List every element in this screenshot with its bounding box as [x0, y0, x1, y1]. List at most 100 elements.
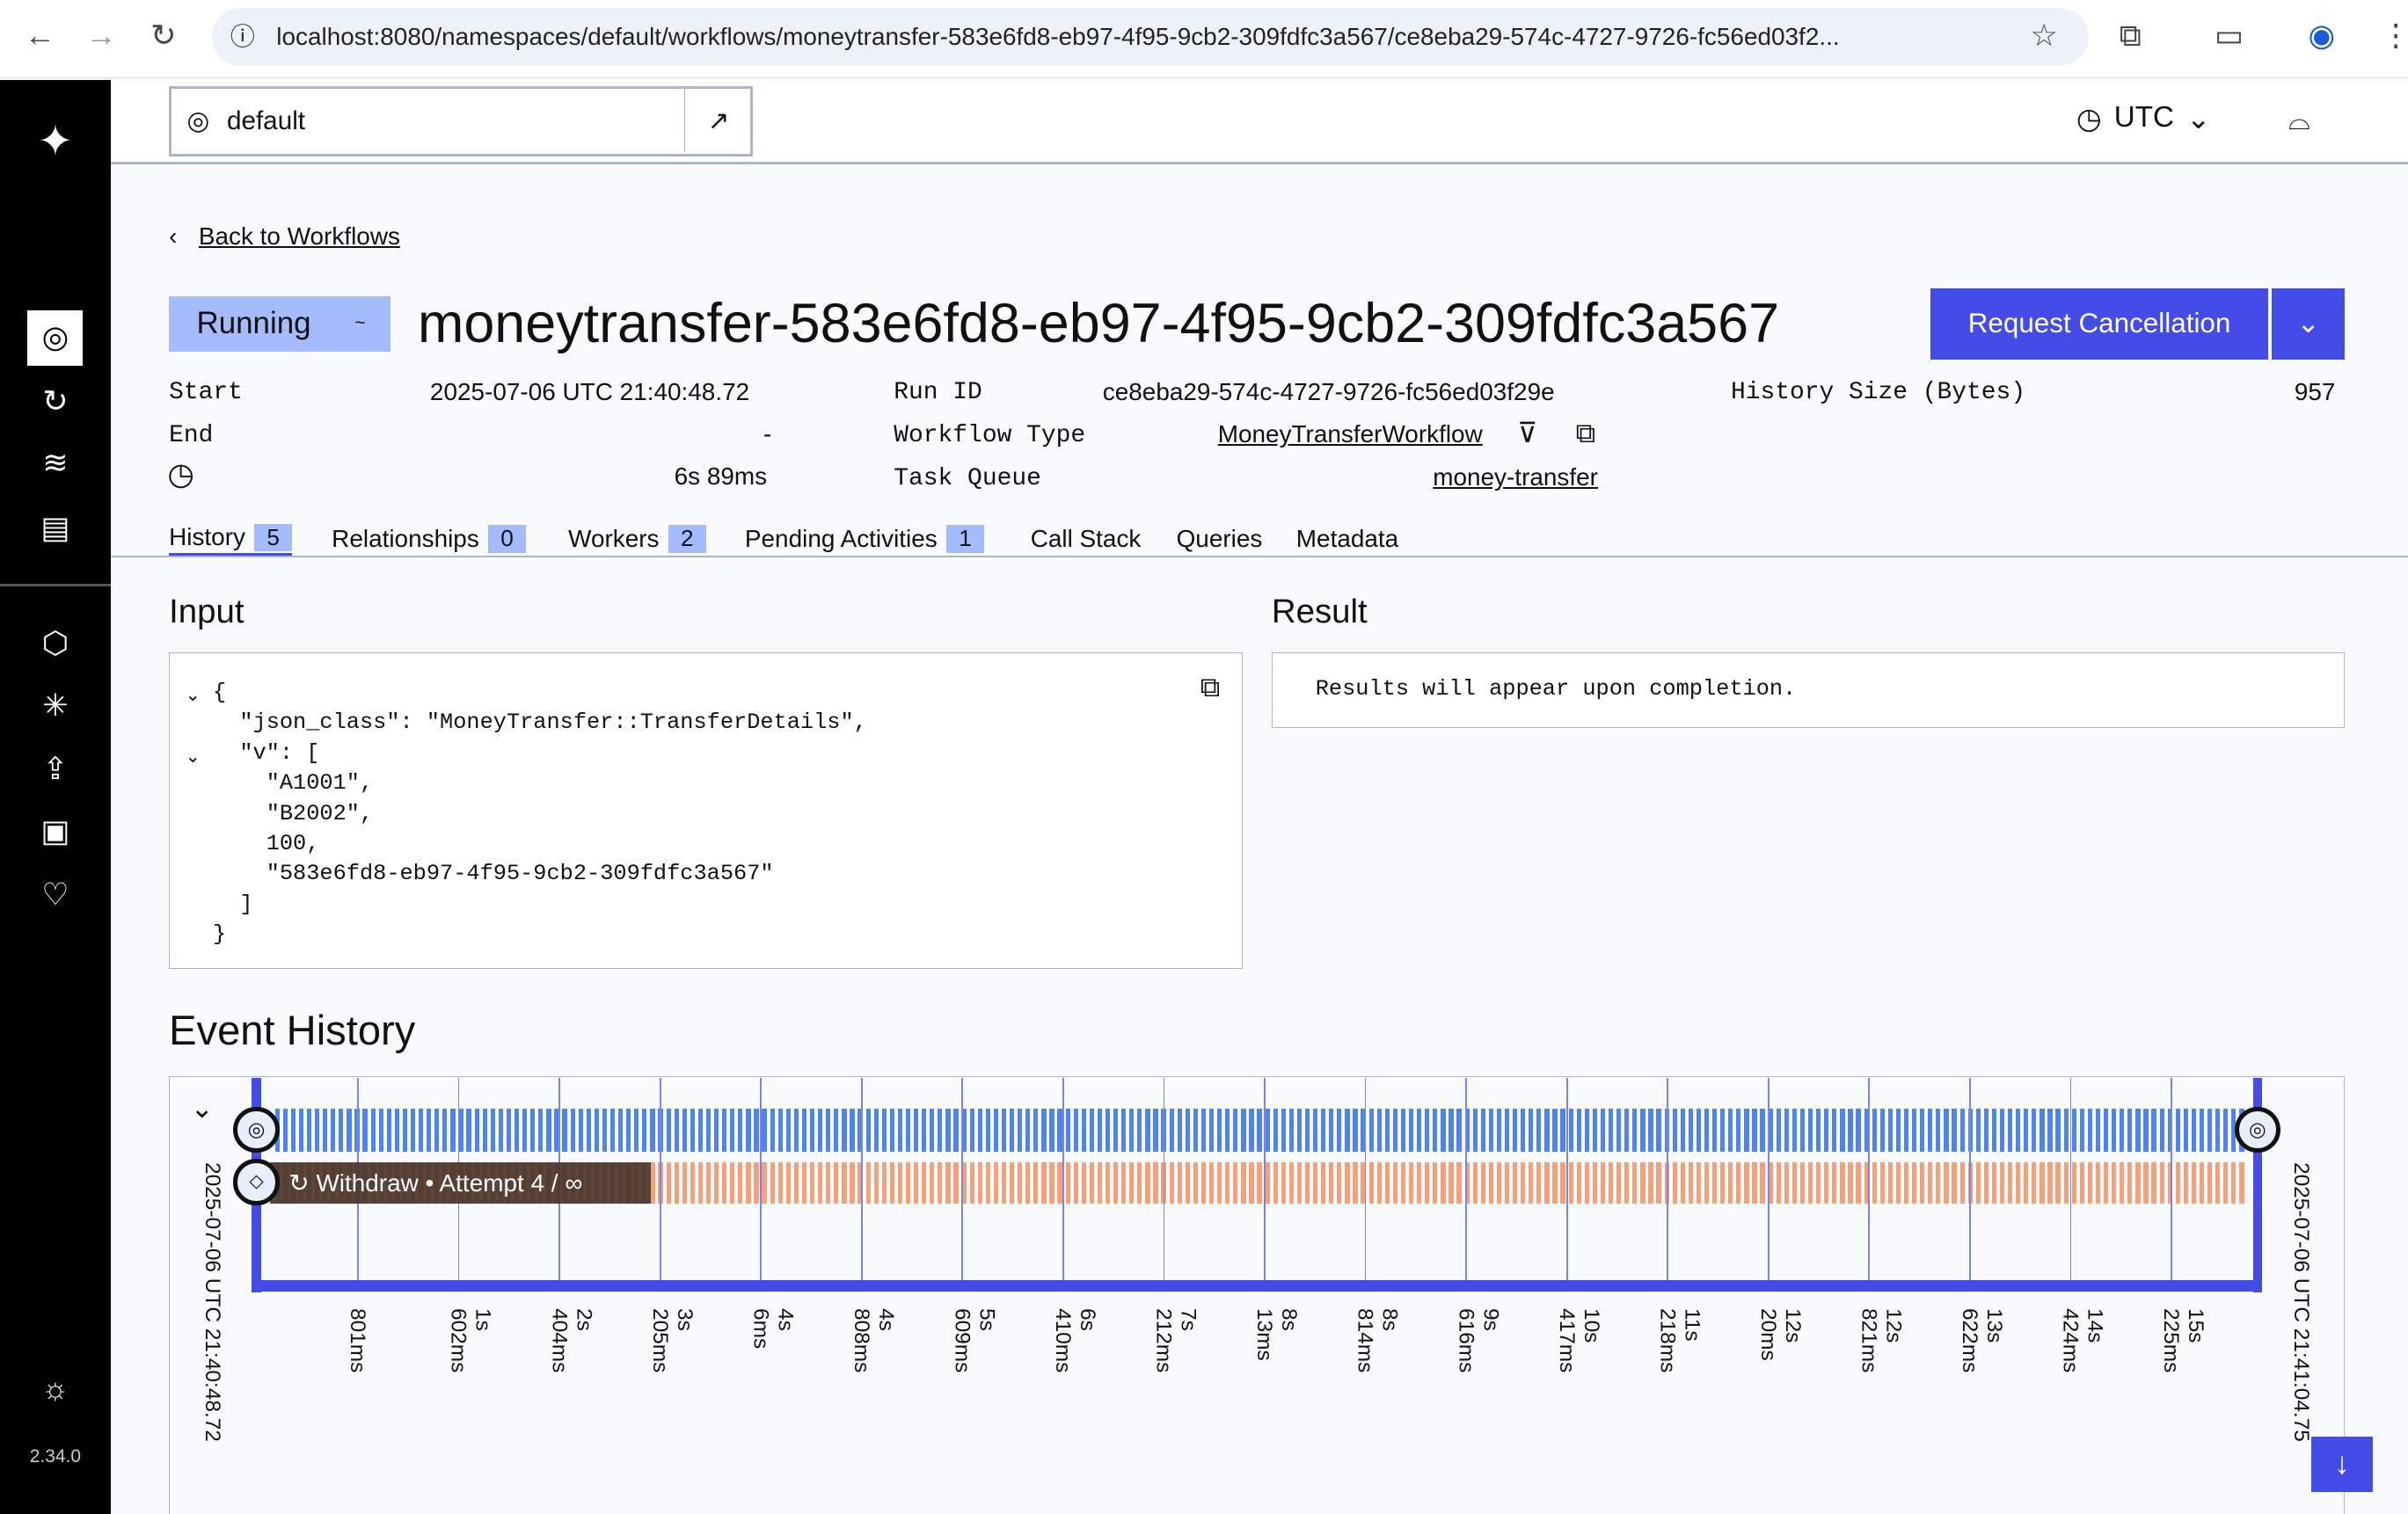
json-line: "B2002",: [212, 800, 374, 826]
collapse-object-icon[interactable]: ⌄: [185, 685, 201, 706]
extensions-icon[interactable]: ⧉: [2119, 18, 2142, 53]
collapse-timeline-icon[interactable]: ⌄: [190, 1093, 214, 1125]
workflow-bar-stripe: [1208, 1108, 1215, 1152]
activity-marker-icon[interactable]: ◇: [233, 1159, 280, 1205]
tab-search-icon[interactable]: ▭: [2215, 18, 2244, 53]
workflow-end-marker-icon[interactable]: ◎: [2234, 1107, 2281, 1154]
activity-bar-stripe: [1584, 1161, 1589, 1204]
reader-icon[interactable]: ⌓: [2288, 104, 2310, 135]
archive-icon[interactable]: ▤: [40, 510, 70, 545]
tab-workers[interactable]: Workers 2: [568, 522, 706, 556]
activity-bar-stripe: [1105, 1161, 1111, 1204]
activity-bar-stripe: [857, 1161, 863, 1204]
workflow-bar-stripe: [1177, 1108, 1182, 1152]
activity-bar-stripe: [762, 1161, 767, 1204]
reload-icon[interactable]: ↻: [150, 18, 177, 53]
namespaces-icon[interactable]: ⬡: [41, 625, 69, 660]
theme-icon[interactable]: ☼: [40, 1372, 69, 1407]
activity-bar-stripe: [1807, 1161, 1813, 1204]
tab-queries[interactable]: Queries: [1177, 522, 1263, 556]
temporal-logo-icon[interactable]: ✦: [37, 118, 74, 166]
workflow-bar-stripe: [1081, 1108, 1086, 1152]
import-icon[interactable]: ⇪: [42, 751, 69, 786]
heart-icon[interactable]: ♡: [41, 877, 69, 913]
activity-bar-stripe: [1480, 1161, 1485, 1204]
workflow-bar-stripe: [2215, 1108, 2221, 1152]
tab-pending-activities[interactable]: Pending Activities 1: [745, 522, 984, 556]
timeline-tick-label: 12s 20ms: [1755, 1307, 1805, 1361]
bookmark-star-icon[interactable]: ☆: [2030, 18, 2058, 53]
schedules-icon[interactable]: ↻: [42, 384, 69, 419]
collapse-array-icon[interactable]: ⌄: [185, 746, 201, 767]
activity-bar-stripe: [2040, 1161, 2045, 1204]
workflow-bar-stripe: [1200, 1108, 1207, 1152]
workflow-bar-stripe: [2040, 1108, 2045, 1152]
workflow-bar-stripe: [1720, 1108, 1726, 1152]
workflow-bar-stripe: [1895, 1108, 1901, 1152]
workflow-bar-stripe: [1584, 1108, 1589, 1152]
workflow-bar-stripe: [1217, 1108, 1222, 1152]
external-link-icon[interactable]: ↗: [684, 88, 752, 154]
timeline-bottom-axis: [252, 1280, 2263, 1292]
workflow-bar-stripe: [913, 1108, 919, 1152]
nexus-icon[interactable]: ✳: [42, 688, 69, 724]
timeline-gridline: [1163, 1077, 1165, 1283]
workflow-bar-stripe: [1105, 1108, 1111, 1152]
json-line: "v": [: [212, 739, 320, 766]
tab-relationships[interactable]: Relationships 0: [332, 522, 526, 556]
activity-bar-stripe: [1513, 1161, 1518, 1204]
tab-metadata[interactable]: Metadata: [1296, 522, 1398, 556]
workflow-bar-stripe: [1832, 1108, 1837, 1152]
filter-icon[interactable]: ⊽: [1517, 417, 1538, 448]
timezone-select[interactable]: ◷ UTC ⌄: [2076, 101, 2211, 136]
forward-icon[interactable]: →: [85, 18, 117, 53]
activity-bar-stripe: [2143, 1161, 2149, 1204]
workflow-bar-stripe: [1848, 1108, 1853, 1152]
activity-bar-stripe: [1177, 1161, 1182, 1204]
tab-history[interactable]: History 5: [169, 522, 292, 557]
copy-icon[interactable]: ⧉: [1575, 417, 1596, 448]
workflows-icon[interactable]: ◎: [27, 309, 84, 366]
workflow-bar-stripe: [394, 1108, 399, 1152]
activity-bar-stripe: [697, 1161, 704, 1204]
batch-icon[interactable]: ≋: [42, 446, 69, 481]
request-cancellation-button[interactable]: Request Cancellation: [1930, 288, 2269, 360]
activity-bar-stripe: [913, 1161, 919, 1204]
workflow-start-marker-icon[interactable]: ◎: [233, 1107, 280, 1154]
timeline-tick-label: 7s 212ms: [1151, 1307, 1200, 1373]
activity-bar-stripe: [1744, 1161, 1749, 1204]
address-bar[interactable]: ⓘ localhost:8080/namespaces/default/workf…: [211, 7, 2089, 67]
activity-bar-stripe: [1521, 1161, 1526, 1204]
profile-icon[interactable]: ◉: [2308, 18, 2335, 53]
activity-bar-stripe: [1448, 1161, 1454, 1204]
workflow-bar-stripe: [650, 1108, 655, 1152]
more-actions-button[interactable]: ⌄: [2271, 288, 2346, 360]
activity-bar-stripe: [1129, 1161, 1135, 1204]
activity-bar-stripe: [777, 1161, 783, 1204]
workflow-bar-stripe: [290, 1108, 296, 1152]
menu-icon[interactable]: ⋮: [2381, 18, 2408, 54]
activity-bar-stripe: [722, 1161, 727, 1204]
activity-label[interactable]: ↻ Withdraw • Attempt 4 / ∞: [270, 1161, 652, 1204]
duration-value: 6s 89ms: [674, 462, 768, 490]
back-icon[interactable]: ←: [24, 18, 55, 53]
workflow-bar-stripe: [1696, 1108, 1702, 1152]
workflow-bar-stripe: [2135, 1108, 2141, 1152]
activity-bar-stripe: [1025, 1161, 1031, 1204]
workflow-bar-stripe: [746, 1108, 751, 1152]
activity-bar-stripe: [1153, 1161, 1158, 1204]
namespace-select[interactable]: ◎ default ↗: [169, 85, 753, 157]
status-icon: ~: [354, 313, 366, 334]
tab-call-stack[interactable]: Call Stack: [1031, 522, 1142, 556]
copy-input-icon[interactable]: ⧉: [1200, 672, 1221, 703]
activity-bar-stripe: [1544, 1161, 1550, 1204]
feedback-icon[interactable]: ▣: [40, 814, 70, 849]
workflow-bar-stripe: [618, 1108, 624, 1152]
scroll-down-button[interactable]: ↓: [2311, 1437, 2373, 1493]
site-info-icon[interactable]: ⓘ: [230, 22, 255, 50]
task-queue-link[interactable]: money-transfer: [1433, 463, 1598, 491]
workflow-bar-stripe: [1408, 1108, 1414, 1152]
back-link[interactable]: ‹ Back to Workflows: [169, 222, 400, 251]
workflow-bar-stripe: [410, 1108, 416, 1152]
workflow-type-link[interactable]: MoneyTransferWorkflow: [1217, 420, 1483, 448]
